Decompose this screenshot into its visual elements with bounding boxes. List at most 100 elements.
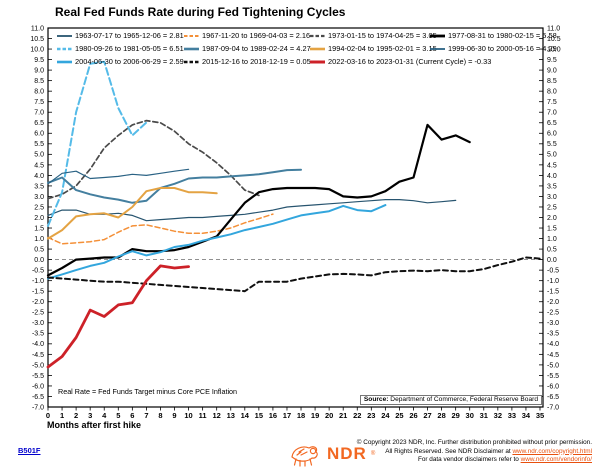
y-axis-label-right: -2.0	[547, 299, 559, 306]
x-axis-label: 1	[60, 411, 64, 420]
legend-label: 1963-07-17 to 1965-12-06 = 2.81	[75, 31, 184, 40]
y-axis-label-right: -7.0	[547, 404, 559, 411]
x-axis-label: 35	[536, 411, 544, 420]
copyright-line-3: For data vendor disclaimers refer to www…	[357, 456, 592, 465]
y-axis-label-left: -1.0	[32, 278, 44, 285]
y-axis-label-left: 8.0	[34, 89, 44, 96]
ndr-logo: NDR ®	[287, 440, 375, 468]
y-axis-label-right: 2.5	[547, 204, 557, 211]
chart-id-link[interactable]: B501F	[18, 446, 41, 455]
copyright-block: © Copyright 2023 NDR, Inc. Further distr…	[357, 439, 592, 465]
x-axis-label: 33	[508, 411, 516, 420]
x-axis-label: 30	[466, 411, 474, 420]
y-axis-label-left: 8.5	[34, 78, 44, 85]
y-axis-label-left: -2.5	[32, 310, 44, 317]
y-axis-label-right: 6.5	[547, 120, 557, 127]
y-axis-label-right: 7.5	[547, 99, 557, 106]
y-axis-label-left: -4.0	[32, 341, 44, 348]
legend-item: 1977-08-31 to 1980-02-15 = 5.58	[430, 31, 557, 40]
legend-label: 1987-09-04 to 1989-02-24 = 4.27	[202, 44, 311, 53]
y-axis-label-left: -5.0	[32, 362, 44, 369]
series-line	[47, 213, 274, 245]
ndr-ram-logo-icon	[291, 446, 318, 467]
source-text: Department of Commerce, Federal Reserve …	[388, 396, 538, 403]
x-axis-label: 26	[409, 411, 417, 420]
y-axis-label-right: -0.5	[547, 268, 559, 275]
y-axis-label-left: 0.5	[34, 246, 44, 253]
legend-line-swatch	[184, 34, 199, 37]
copyright-line-1: © Copyright 2023 NDR, Inc. Further distr…	[356, 439, 592, 446]
ndr-copyright-link[interactable]: www.ndr.com/copyright.html	[512, 447, 592, 455]
legend-label: 1977-08-31 to 1980-02-15 = 5.58	[448, 31, 557, 40]
x-axis-label: 23	[367, 411, 375, 420]
x-axis-label: 7	[144, 411, 148, 420]
y-axis-label-left: 5.5	[34, 141, 44, 148]
y-axis-label-left: 10.0	[30, 46, 44, 53]
x-axis-label: 28	[437, 411, 445, 420]
y-axis-label-right: -5.0	[547, 362, 559, 369]
legend-line-swatch	[184, 47, 199, 50]
y-axis-label-right: 8.5	[547, 78, 557, 85]
real-rate-annotation: Real Rate = Fed Funds Target minus Core …	[58, 387, 238, 396]
x-axis-label: 22	[353, 411, 361, 420]
y-axis-label-right: -2.5	[547, 310, 559, 317]
copyright-line-2-text: All Rights Reserved. See NDR Disclaimer …	[385, 447, 513, 455]
series-line	[47, 187, 218, 240]
source-note: Source: Department of Commerce, Federal …	[359, 395, 542, 405]
y-axis-label-right: 9.5	[547, 57, 557, 64]
legend-line-swatch	[310, 60, 325, 63]
y-axis-label-right: 6.0	[547, 131, 557, 138]
y-axis-label-right: 2.0	[547, 215, 557, 222]
y-axis-label-right: 10.0	[547, 46, 561, 53]
y-axis-label-left: -3.5	[32, 331, 44, 338]
legend-item: 1999-06-30 to 2000-05-16 = 4.29	[430, 44, 557, 53]
y-axis-label-right: 9.0	[547, 68, 557, 75]
legend-line-swatch	[57, 47, 72, 50]
x-axis-label: 14	[241, 411, 250, 420]
x-axis-label: 11	[199, 411, 207, 420]
legend-label: 1999-06-30 to 2000-05-16 = 4.29	[448, 44, 557, 53]
x-axis-label: 24	[381, 411, 390, 420]
y-axis-label-right: 0.5	[547, 246, 557, 253]
legend-item: 1987-09-04 to 1989-02-24 = 4.27	[184, 44, 311, 53]
ndr-registered-mark: ®	[370, 451, 376, 457]
x-axis-title: Months after first hike	[47, 420, 142, 430]
y-axis-label-right: 1.5	[547, 225, 557, 232]
y-axis-label-left: -5.5	[32, 373, 44, 380]
legend-line-swatch	[310, 34, 325, 37]
x-axis-label: 16	[269, 411, 277, 420]
y-axis-label-left: 7.0	[34, 110, 44, 117]
legend-label: 1980-09-26 to 1981-05-05 = 6.51	[75, 44, 184, 53]
ndr-vendorinfo-link[interactable]: www.ndr.com/vendorinfo/	[520, 456, 592, 464]
y-axis-label-left: 5.0	[34, 152, 44, 159]
y-axis-label-left: -4.5	[32, 352, 44, 359]
y-axis-label-left: -6.0	[32, 383, 44, 390]
y-axis-label-right: 4.5	[547, 162, 557, 169]
y-axis-label-right: -6.5	[547, 394, 559, 401]
y-axis-label-left: -3.0	[32, 320, 44, 327]
x-axis-label: 29	[451, 411, 459, 420]
legend-line-swatch	[57, 60, 72, 63]
y-axis-label-left: 6.5	[34, 120, 44, 127]
y-axis-label-right: -4.0	[547, 341, 559, 348]
y-axis-label-left: -0.5	[32, 268, 44, 275]
y-axis-label-right: -1.5	[547, 289, 559, 296]
y-axis-label-right: 5.0	[547, 152, 557, 159]
plot-area: 11.0 11.010.5 10.510.0 10.09.5 9.59.0 9.08.5 8…	[30, 25, 561, 420]
y-axis-label-left: -1.5	[32, 289, 44, 296]
y-axis-label-left: 2.0	[34, 215, 44, 222]
legend-line-swatch	[310, 47, 325, 50]
y-axis-label-right: 3.0	[547, 194, 557, 201]
legend-label: 2015-12-16 to 2018-12-19 = 0.05	[202, 57, 311, 66]
legend-item: 2022-03-16 to 2023-01-31 (Current Cycle)…	[310, 57, 491, 66]
series-line	[47, 199, 457, 222]
x-axis-label: 15	[255, 411, 263, 420]
x-axis-label: 8	[158, 411, 162, 420]
y-axis-label-right: 5.5	[547, 141, 557, 148]
y-axis-label-left: 7.5	[34, 99, 44, 106]
y-axis-label-left: 1.5	[34, 225, 44, 232]
y-axis-label-right: 10.5	[547, 36, 561, 43]
y-axis-label-left: 0.0	[34, 257, 44, 264]
y-axis-label-left: 4.0	[34, 173, 44, 180]
